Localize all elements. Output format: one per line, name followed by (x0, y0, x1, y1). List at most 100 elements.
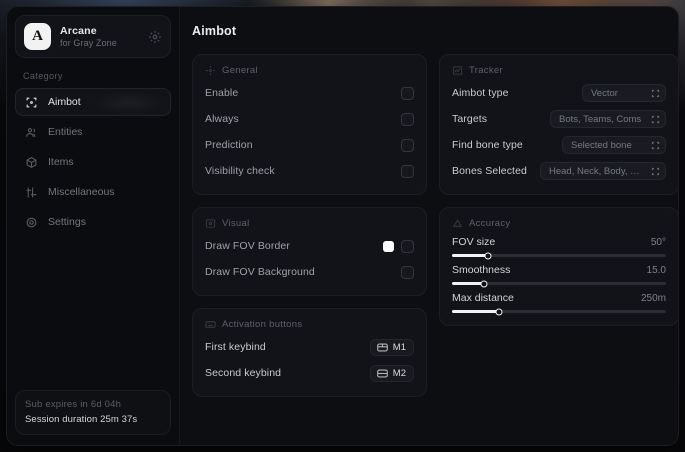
dropdown-value: Head, Neck, Body, Pe.. (549, 165, 645, 177)
right-column: Tracker Aimbot type Vector Targets (439, 54, 678, 397)
brand-title: Arcane (60, 25, 97, 37)
card-title: Activation buttons (222, 319, 303, 330)
sidebar-item-label: Entities (48, 126, 83, 138)
slider-track[interactable] (452, 308, 666, 315)
users-icon (26, 127, 36, 137)
keybind-value: M2 (392, 367, 406, 379)
row-label: Aimbot type (452, 87, 509, 99)
bones-selected-dropdown[interactable]: Head, Neck, Body, Pe.. (540, 162, 666, 180)
row-label: Second keybind (205, 367, 282, 379)
targets-dropdown[interactable]: Bots, Teams, Coms (550, 110, 666, 128)
sidebar-item-items[interactable]: Items (15, 148, 171, 176)
slider-label: FOV size (452, 236, 496, 248)
slider-knob[interactable] (495, 308, 503, 315)
chart-icon (452, 66, 463, 75)
row-label: Bones Selected (452, 165, 527, 177)
aimbot-type-dropdown[interactable]: Vector (582, 84, 666, 102)
panels-grid: General Enable Always Prediction (180, 38, 678, 397)
row-label: Targets (452, 113, 488, 125)
sidebar-item-label: Settings (48, 216, 86, 228)
brand-header[interactable]: A Arcane for Gray Zone (15, 15, 171, 58)
box-icon (26, 156, 37, 168)
setting-row-prediction[interactable]: Prediction (205, 134, 414, 156)
card-title: General (222, 65, 258, 76)
slider-smoothness[interactable]: Smoothness 15.0 (452, 264, 666, 287)
setting-row-second-keybind[interactable]: Second keybind M2 (205, 362, 414, 384)
slider-fill (452, 310, 500, 313)
sidebar-item-settings[interactable]: Settings (15, 208, 171, 236)
enable-checkbox[interactable] (401, 86, 414, 100)
setting-row-bones-selected[interactable]: Bones Selected Head, Neck, Body, Pe.. (452, 160, 666, 182)
session-duration: Session duration 25m 37s (25, 414, 138, 425)
row-label: Always (205, 113, 239, 125)
setting-row-first-keybind[interactable]: First keybind M1 (205, 336, 414, 358)
content-area: Aimbot General Enable A (180, 7, 678, 445)
triangle-icon (453, 219, 462, 227)
first-keybind-button[interactable]: M1 (369, 338, 414, 356)
slider-knob[interactable] (484, 252, 492, 259)
row-label: Draw FOV Background (205, 266, 315, 278)
setting-row-draw-fov-border[interactable]: Draw FOV Border (205, 235, 414, 257)
card-title: Accuracy (469, 218, 511, 229)
general-card: General Enable Always Prediction (192, 54, 427, 195)
slider-label: Max distance (452, 292, 514, 304)
find-bone-type-dropdown[interactable]: Selected bone (562, 136, 666, 154)
sliders-icon (26, 187, 37, 197)
slider-fill (452, 282, 485, 285)
left-column: General Enable Always Prediction (192, 54, 427, 397)
setting-row-enable[interactable]: Enable (205, 82, 414, 104)
tracker-card: Tracker Aimbot type Vector Targets (439, 54, 678, 195)
setting-row-find-bone-type[interactable]: Find bone type Selected bone (452, 134, 666, 156)
brand-subtitle: for Gray Zone (60, 38, 117, 48)
slider-label: Smoothness (452, 264, 511, 276)
sidebar-item-miscellaneous[interactable]: Miscellaneous (15, 178, 171, 206)
sidebar-item-entities[interactable]: Entities (15, 118, 171, 146)
row-label: First keybind (205, 341, 266, 353)
setting-row-visibility-check[interactable]: Visibility check (205, 160, 414, 182)
mouse-right-icon (376, 369, 388, 377)
setting-row-targets[interactable]: Targets Bots, Teams, Coms (452, 108, 666, 130)
image-icon (205, 219, 216, 228)
fov-border-color-swatch[interactable] (383, 240, 394, 252)
slider-max-distance[interactable]: Max distance 250m (452, 292, 666, 315)
status-panel: Sub expires in 6d 04h Session duration 2… (15, 390, 171, 435)
sidebar-item-aimbot[interactable]: Aimbot (15, 88, 171, 116)
always-checkbox[interactable] (401, 112, 414, 126)
page-title: Aimbot (192, 24, 237, 38)
slider-value: 15.0 (646, 265, 666, 276)
accuracy-card: Accuracy FOV size 50° (439, 207, 678, 326)
row-label: Enable (205, 87, 239, 99)
category-label: Category (23, 71, 63, 81)
slider-track[interactable] (452, 280, 666, 287)
row-label: Find bone type (452, 139, 523, 151)
sidebar-item-label: Aimbot (48, 96, 81, 108)
sidebar-nav: Aimbot Entities Items Miscellaneo (15, 88, 171, 236)
dropdown-value: Vector (591, 87, 618, 99)
visibility-check-checkbox[interactable] (401, 164, 414, 178)
dropdown-value: Bots, Teams, Coms (559, 113, 642, 125)
visual-card: Visual Draw FOV Border Draw FOV Backgrou… (192, 207, 427, 296)
sidebar-item-label: Miscellaneous (48, 186, 115, 198)
expand-icon (651, 141, 660, 149)
row-label: Prediction (205, 139, 253, 151)
setting-row-always[interactable]: Always (205, 108, 414, 130)
slider-track[interactable] (452, 252, 666, 259)
subscription-expiry: Sub expires in 6d 04h (25, 399, 122, 410)
prediction-checkbox[interactable] (401, 138, 414, 152)
draw-fov-border-checkbox[interactable] (401, 239, 414, 253)
slider-knob[interactable] (480, 280, 488, 287)
second-keybind-button[interactable]: M2 (369, 364, 414, 382)
mouse-left-icon (376, 343, 388, 351)
expand-icon (651, 167, 660, 175)
expand-icon (651, 115, 660, 123)
sidebar-item-label: Items (48, 156, 74, 168)
crosshair-icon (26, 97, 37, 107)
keybind-value: M1 (392, 341, 406, 353)
sidebar: A Arcane for Gray Zone Category Aimbot (7, 7, 180, 445)
row-label: Draw FOV Border (205, 240, 290, 252)
setting-row-draw-fov-background[interactable]: Draw FOV Background (205, 261, 414, 283)
draw-fov-background-checkbox[interactable] (401, 265, 414, 279)
setting-row-aimbot-type[interactable]: Aimbot type Vector (452, 82, 666, 104)
slider-fov-size[interactable]: FOV size 50° (452, 236, 666, 259)
gear-icon[interactable] (148, 30, 162, 44)
